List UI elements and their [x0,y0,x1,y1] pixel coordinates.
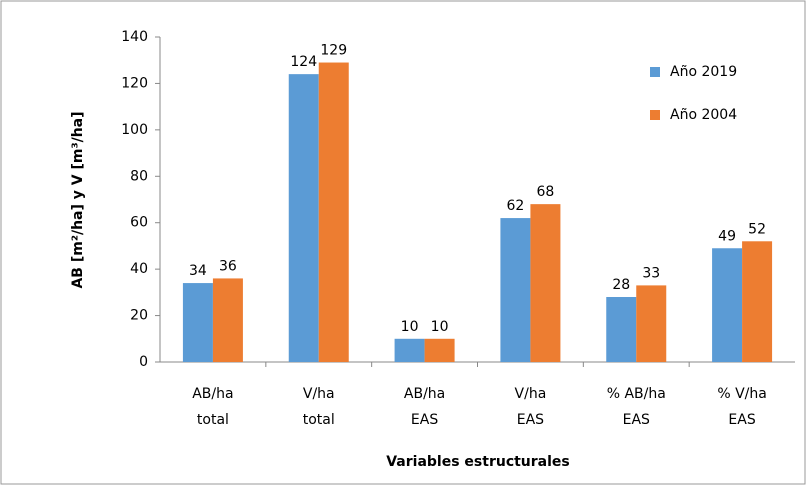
legend-swatch [650,110,660,120]
y-tick-label: 140 [121,29,148,45]
bar [742,241,773,362]
value-label: 10 [401,319,419,335]
x-tick-label: % V/ha [717,386,767,402]
x-tick-label: total [303,412,335,428]
x-tick-label: EAS [623,412,650,428]
bar [318,62,349,363]
x-tick-label: V/ha [515,386,547,402]
y-tick-label: 20 [130,308,148,324]
bar [500,218,531,362]
legend-swatch [650,67,660,77]
bar [712,248,743,362]
bar [606,297,637,362]
x-tick-label: EAS [728,412,755,428]
x-tick-label: total [197,412,229,428]
x-axis-label: Variables estructurales [386,454,570,470]
legend-label: Año 2004 [670,107,737,123]
bar [636,285,667,362]
bar [394,338,425,362]
y-tick-label: 120 [121,75,148,91]
legend-label: Año 2019 [670,64,737,80]
bar [530,204,561,362]
bar [182,283,213,362]
value-label: 129 [320,43,347,59]
value-label: 49 [718,228,736,244]
x-tick-label: V/ha [303,386,335,402]
x-tick-label: % AB/ha [607,386,666,402]
value-label: 33 [642,265,660,281]
x-tick-label: EAS [411,412,438,428]
x-tick-label: AB/ha [404,386,445,402]
value-label: 28 [612,277,630,293]
bar [212,278,243,362]
value-label: 124 [290,54,317,70]
y-axis-label: AB [m²/ha] y V [m³/ha] [70,111,86,288]
value-label: 62 [507,198,525,214]
bar [424,338,455,362]
value-label: 34 [189,263,207,279]
x-tick-label: EAS [517,412,544,428]
value-label: 36 [219,258,237,274]
y-tick-label: 80 [130,168,148,184]
y-tick-label: 100 [121,122,148,138]
y-tick-label: 40 [130,261,148,277]
bar [288,74,319,363]
y-tick-label: 0 [139,354,148,370]
x-tick-label: AB/ha [192,386,233,402]
value-label: 10 [431,319,449,335]
y-tick-label: 60 [130,215,148,231]
value-label: 68 [537,184,555,200]
value-label: 52 [748,221,766,237]
